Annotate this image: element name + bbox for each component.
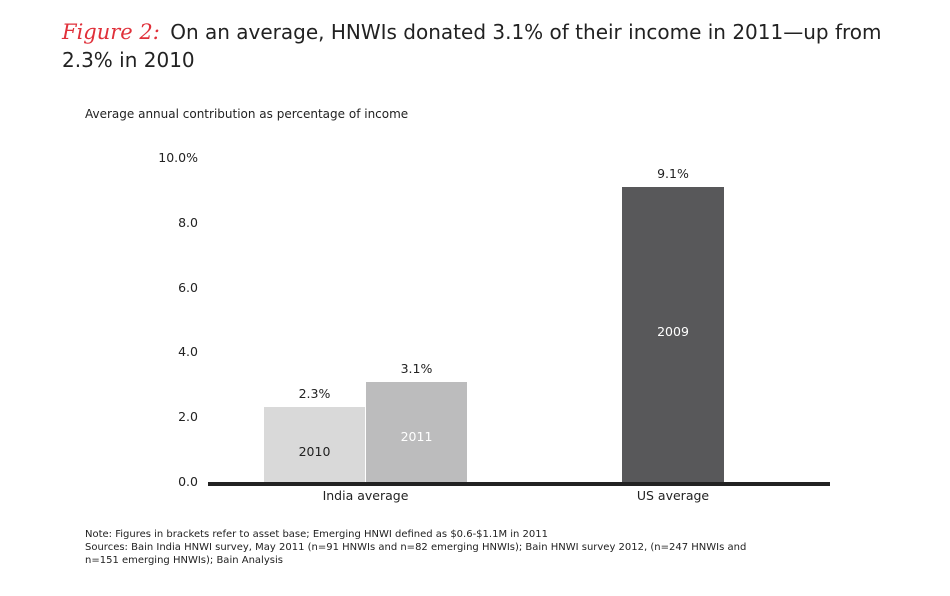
bar-2011 [366, 381, 467, 482]
x-category-label: India average [322, 488, 409, 503]
bar-series-label: 2009 [657, 324, 689, 339]
chart-subtitle: Average annual contribution as percentag… [85, 107, 409, 121]
bar-value-label: 2.3% [298, 386, 331, 402]
footnotes: Note: Figures in brackets refer to asset… [85, 528, 845, 567]
bar-value-label: 3.1% [400, 360, 433, 376]
bar-series-label: 2010 [298, 443, 331, 459]
bar-2009 [622, 187, 724, 482]
y-tick-label: 8.0 [178, 214, 198, 230]
footnote-sources-cont: n=151 emerging HNWIs); Bain Analysis [85, 555, 283, 566]
x-category-label: US average [636, 488, 710, 503]
bar-2010 [264, 407, 365, 482]
bar-series-label: 2011 [400, 428, 433, 444]
footnote-sources: Sources: Bain India HNWI survey, May 201… [85, 542, 747, 553]
x-axis-line [208, 482, 830, 486]
figure-title-text: On an average, HNWIs donated 3.1% of the… [62, 20, 882, 72]
figure-title: Figure 2: On an average, HNWIs donated 3… [62, 18, 922, 74]
figure-number: Figure 2: [62, 20, 160, 44]
footnote-note: Note: Figures in brackets refer to asset… [85, 529, 549, 540]
y-tick-label: 0.0 [178, 474, 198, 489]
y-tick-label: 4.0 [178, 344, 198, 360]
y-tick-label: 10.0% [158, 150, 198, 165]
y-tick-label: 6.0 [178, 279, 198, 295]
y-tick-label: 2.0 [178, 409, 198, 425]
bar-value-label: 9.1% [657, 166, 689, 182]
